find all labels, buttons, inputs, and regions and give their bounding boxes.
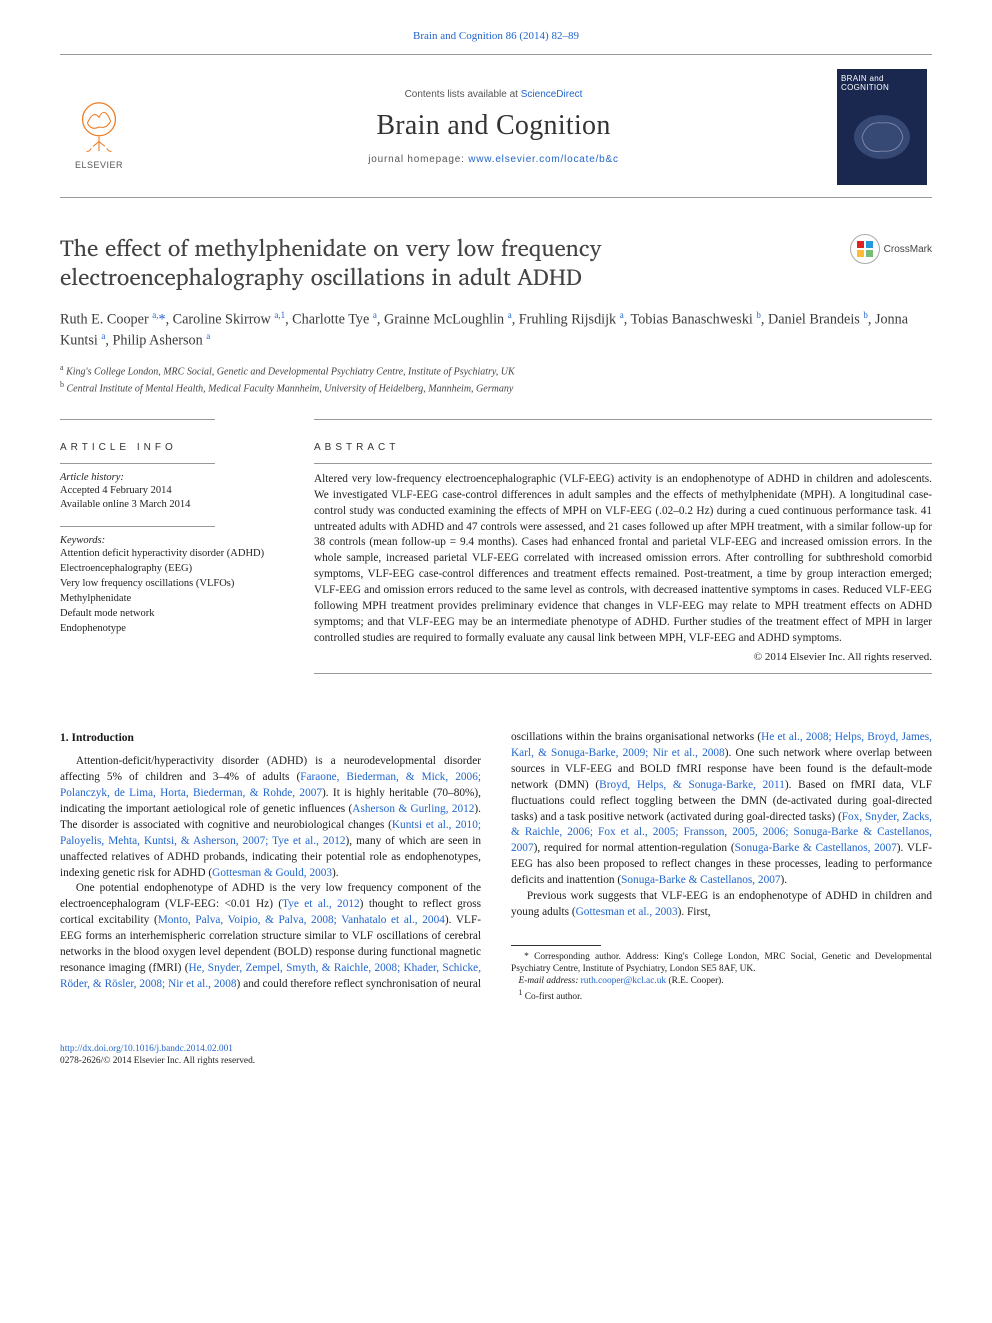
section-1-heading: 1. Introduction [60, 730, 481, 746]
body-paragraph-3: Previous work suggests that VLF-EEG is a… [511, 889, 932, 921]
masthead: ELSEVIER Contents lists available at Sci… [60, 54, 932, 198]
journal-title: Brain and Cognition [162, 110, 825, 142]
affiliation-a: a King's College London, MRC Social, Gen… [60, 362, 932, 379]
abstract-copyright: © 2014 Elsevier Inc. All rights reserved… [314, 651, 932, 663]
crossmark-badge[interactable]: CrossMark [850, 234, 932, 264]
ref-link[interactable]: Sonuga-Barke & Castellanos, 2007 [621, 874, 780, 886]
affiliations: a King's College London, MRC Social, Gen… [60, 362, 932, 397]
crossmark-label: CrossMark [884, 244, 932, 255]
publisher-name: ELSEVIER [75, 160, 123, 170]
publisher-logo: ELSEVIER [60, 84, 138, 170]
article-info-column: ARTICLE INFO Article history: Accepted 4… [60, 419, 280, 682]
elsevier-tree-icon [70, 98, 128, 156]
keywords-list: Attention deficit hyperactivity disorder… [60, 547, 280, 636]
contents-available-line: Contents lists available at ScienceDirec… [162, 89, 825, 100]
ref-link[interactable]: Gottesman et al., 2003 [576, 906, 678, 918]
affiliation-b: b Central Institute of Mental Health, Me… [60, 379, 932, 396]
cover-brain-icon [847, 109, 917, 169]
article-body: 1. Introduction Attention-deficit/hypera… [60, 730, 932, 1003]
contents-prefix: Contents lists available at [405, 89, 521, 100]
ref-link[interactable]: Sonuga-Barke & Castellanos, 2007 [735, 842, 897, 854]
homepage-prefix: journal homepage: [368, 154, 468, 165]
keywords-label: Keywords: [60, 535, 280, 546]
body-paragraph-1: Attention-deficit/hyperactivity disorder… [60, 754, 481, 881]
abstract-text: Altered very low-frequency electroenceph… [314, 472, 932, 647]
journal-homepage-line: journal homepage: www.elsevier.com/locat… [162, 154, 825, 165]
ref-link[interactable]: Broyd, Helps, & Sonuga-Barke, 2011 [599, 779, 785, 791]
abstract-column: ABSTRACT Altered very low-frequency elec… [314, 419, 932, 682]
article-history-label: Article history: [60, 472, 280, 483]
ref-link[interactable]: Asherson & Gurling, 2012 [352, 803, 474, 815]
ref-link[interactable]: Tye et al., 2012 [282, 898, 360, 910]
crossmark-icon [850, 234, 880, 264]
article-info-heading: ARTICLE INFO [60, 428, 280, 463]
cover-title-line-2: COGNITION [841, 84, 923, 93]
ref-link[interactable]: Gottesman & Gould, 2003 [212, 867, 332, 879]
cofirst-note: 1 Co-first author. [511, 988, 932, 1003]
sciencedirect-link[interactable]: ScienceDirect [521, 89, 583, 100]
journal-cover-thumbnail: BRAIN and COGNITION [837, 69, 927, 185]
issn-copyright: 0278-2626/© 2014 Elsevier Inc. All right… [60, 1056, 255, 1066]
citation-line: Brain and Cognition 86 (2014) 82–89 [60, 30, 932, 42]
article-history-dates: Accepted 4 February 2014 Available onlin… [60, 484, 280, 512]
footnote-rule [511, 945, 601, 946]
masthead-center: Contents lists available at ScienceDirec… [162, 89, 825, 165]
abstract-heading: ABSTRACT [314, 428, 932, 463]
doi-link[interactable]: http://dx.doi.org/10.1016/j.bandc.2014.0… [60, 1044, 233, 1054]
author-list: Ruth E. Cooper a,*, Caroline Skirrow a,1… [60, 309, 932, 352]
ref-link[interactable]: Monto, Palva, Voipio, & Palva, 2008; Van… [158, 914, 418, 926]
footnotes: * Corresponding author. Address: King's … [511, 951, 932, 1003]
email-line: E-mail address: ruth.cooper@kcl.ac.uk (R… [511, 975, 932, 987]
corresponding-author-note: * Corresponding author. Address: King's … [511, 951, 932, 975]
doi-block: http://dx.doi.org/10.1016/j.bandc.2014.0… [60, 1043, 932, 1067]
ref-link[interactable]: 2004 [422, 914, 445, 926]
citation-link[interactable]: Brain and Cognition 86 (2014) 82–89 [413, 30, 579, 42]
journal-homepage-link[interactable]: www.elsevier.com/locate/b&c [468, 154, 619, 165]
author-email-link[interactable]: ruth.cooper@kcl.ac.uk [581, 976, 666, 986]
article-title: The effect of methylphenidate on very lo… [60, 234, 730, 293]
